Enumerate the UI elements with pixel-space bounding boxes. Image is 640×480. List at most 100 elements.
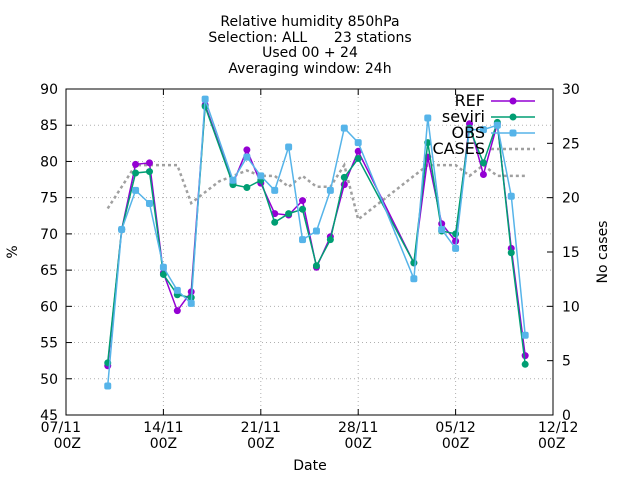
y2-tick-label: 10 [562, 299, 580, 315]
x-tick-label: 05/12 [435, 420, 475, 436]
y-tick-label: 45 [40, 408, 58, 424]
data-point [132, 186, 140, 194]
data-point [312, 227, 320, 235]
legend-label-obs: OBS [452, 123, 485, 142]
data-point [159, 270, 167, 278]
y2-tick-label: 25 [562, 136, 580, 152]
series-line-cases [106, 162, 526, 222]
data-point [521, 360, 529, 368]
data-point [145, 199, 153, 207]
y-tick-label: 80 [40, 154, 58, 170]
x-axis-label: Date [293, 458, 326, 474]
data-point [438, 226, 446, 234]
data-point [340, 124, 348, 132]
data-point [285, 210, 293, 218]
data-point [299, 197, 307, 205]
y-tick-label: 85 [40, 118, 58, 134]
data-point [410, 275, 418, 283]
data-point [104, 382, 112, 390]
y-tick-label: 60 [40, 299, 58, 315]
legend-label-cases: CASES [432, 139, 485, 158]
data-point [132, 160, 140, 168]
data-point [173, 286, 181, 294]
data-point [173, 307, 181, 315]
data-point [479, 126, 487, 134]
y-tick-label: 75 [40, 191, 58, 207]
y-axis-tick-labels: 45 50 55 60 65 70 75 80 85 90 [40, 82, 58, 424]
y-tick-label: 65 [40, 263, 58, 279]
legend-label-ref: REF [455, 91, 485, 110]
x-tick-label: 07/11 [41, 420, 81, 436]
data-point [145, 159, 153, 167]
y-axis-label: % [5, 245, 21, 258]
data-point [479, 159, 487, 167]
data-point [145, 168, 153, 176]
data-point [521, 331, 529, 339]
data-point [299, 236, 307, 244]
x-tick-label-sub: 00Z [344, 436, 371, 452]
data-point [312, 262, 320, 270]
legend-marker [509, 129, 517, 137]
title-line-2: Selection: ALL 23 stations [208, 30, 411, 46]
data-point [285, 143, 293, 151]
data-point [479, 170, 487, 178]
y-tick-label: 55 [40, 336, 58, 352]
data-point [466, 126, 474, 134]
y-tick-label: 90 [40, 82, 58, 98]
x-axis-tick-labels: 07/1100Z14/1100Z21/1100Z28/1100Z05/1200Z… [41, 420, 579, 452]
data-point [340, 173, 348, 181]
data-point [229, 176, 237, 184]
x-tick-label: 12/12 [538, 420, 578, 436]
y-tick-label: 50 [40, 372, 58, 388]
y2-tick-label: 20 [562, 191, 580, 207]
legend-marker [509, 97, 517, 105]
data-point [201, 95, 209, 103]
data-point [257, 172, 265, 180]
y2-tick-label: 15 [562, 245, 580, 261]
data-point [452, 244, 460, 252]
y-tick-label: 70 [40, 227, 58, 243]
series-layer [104, 95, 529, 390]
data-point [507, 192, 515, 200]
data-point [354, 155, 362, 163]
legend-marker [509, 113, 517, 121]
title-line-1: Relative humidity 850hPa [220, 14, 399, 30]
data-point [354, 147, 362, 155]
data-point [354, 139, 362, 147]
data-point [243, 153, 251, 161]
x-tick-label-sub: 00Z [247, 436, 274, 452]
data-point [187, 299, 195, 307]
x-tick-label: 14/11 [143, 420, 183, 436]
data-point [243, 146, 251, 154]
data-point [271, 186, 279, 194]
series-cases [106, 162, 526, 222]
title-line-3: Used 00 + 24 [262, 45, 358, 61]
data-point [299, 205, 307, 213]
x-tick-label-sub: 00Z [538, 436, 565, 452]
chart-title: Relative humidity 850hPa Selection: ALL … [208, 14, 411, 77]
data-point [132, 169, 140, 177]
x-tick-label: 28/11 [338, 420, 378, 436]
x-tick-label-sub: 00Z [54, 436, 81, 452]
data-point [507, 249, 515, 257]
title-line-4: Averaging window: 24h [228, 61, 391, 77]
series-obs [104, 95, 529, 390]
data-point [410, 259, 418, 267]
x-tick-label-sub: 00Z [150, 436, 177, 452]
x-tick-label-sub: 00Z [442, 436, 469, 452]
data-point [493, 121, 501, 129]
data-point [159, 263, 167, 271]
y2-tick-label: 5 [562, 354, 571, 370]
y2-axis-label: No cases [595, 221, 611, 284]
data-point [326, 186, 334, 194]
x-tick-label: 21/11 [241, 420, 281, 436]
data-point [243, 184, 251, 192]
data-point [118, 226, 126, 234]
data-point [271, 218, 279, 226]
data-point [424, 114, 432, 122]
y2-tick-label: 30 [562, 82, 580, 98]
data-point [326, 236, 334, 244]
y2-tick-label: 0 [562, 408, 571, 424]
